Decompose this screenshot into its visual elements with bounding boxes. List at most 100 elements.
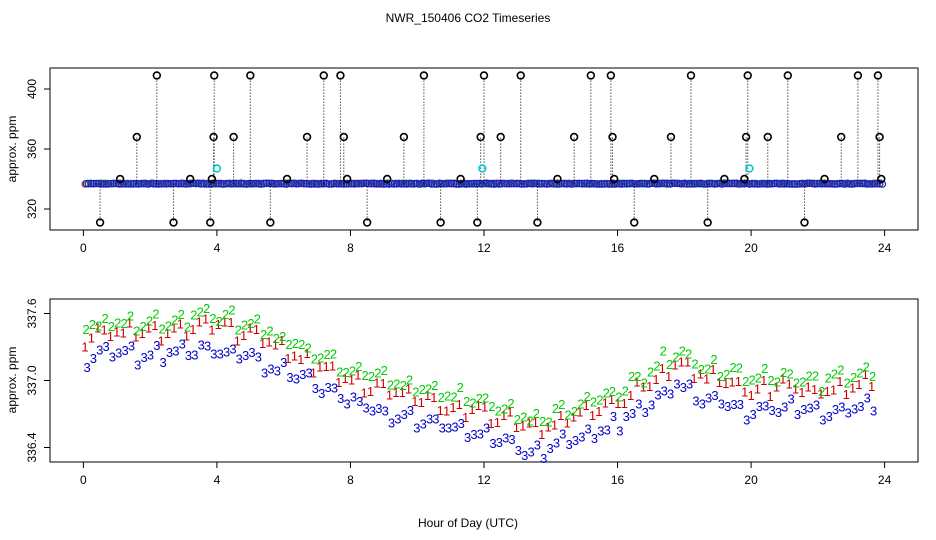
spike-point bbox=[820, 174, 829, 184]
baseline-point-blue bbox=[585, 180, 594, 188]
series-3-point: 3 bbox=[96, 343, 103, 358]
series-2-point: 2 bbox=[343, 365, 350, 380]
chart-title: NWR_150406 CO2 Timeseries bbox=[386, 11, 551, 25]
series-3-point: 3 bbox=[559, 426, 566, 441]
baseline-point-blue bbox=[345, 180, 353, 188]
series-1-point: 1 bbox=[253, 322, 260, 337]
series-1-point: 1 bbox=[525, 415, 532, 430]
series-3-point: 3 bbox=[591, 431, 598, 446]
baseline-point-blue bbox=[783, 179, 791, 188]
series-3-point: 3 bbox=[134, 357, 141, 372]
baseline-point-blue bbox=[447, 179, 456, 188]
series-3-point: 3 bbox=[553, 436, 560, 451]
series-2-point: 2 bbox=[184, 319, 191, 334]
series-1-point: 1 bbox=[760, 373, 767, 388]
series-2-point: 2 bbox=[698, 362, 705, 377]
baseline-point-blue bbox=[535, 180, 543, 188]
series-3-point: 3 bbox=[604, 422, 611, 437]
baseline-point-blue bbox=[365, 179, 373, 188]
series-2-point: 2 bbox=[526, 413, 533, 428]
series-1-point: 1 bbox=[506, 405, 513, 420]
series-1-point: 1 bbox=[665, 369, 672, 384]
series-1-point: 1 bbox=[437, 403, 444, 418]
baseline-point-blue bbox=[748, 180, 756, 188]
baseline-point-blue bbox=[132, 180, 140, 188]
series-3-point: 3 bbox=[496, 435, 503, 450]
series-2-point: 2 bbox=[311, 351, 318, 366]
series-2-point: 2 bbox=[596, 393, 603, 408]
series-3-point: 3 bbox=[515, 443, 522, 458]
baseline-point-blue bbox=[873, 180, 881, 188]
series-3-point: 3 bbox=[673, 376, 680, 391]
spike-point bbox=[783, 71, 792, 80]
series-1-point: 1 bbox=[564, 415, 571, 430]
series-3-point: 3 bbox=[147, 348, 154, 363]
y-tick-label-raw: 400 bbox=[25, 79, 39, 99]
spike-point bbox=[553, 174, 562, 184]
spike-point bbox=[703, 218, 712, 227]
baseline-point-blue bbox=[124, 180, 133, 188]
series-3-point: 3 bbox=[616, 424, 623, 439]
baseline-point-blue bbox=[169, 179, 178, 188]
series-3-point: 3 bbox=[851, 402, 858, 417]
baseline-point-blue bbox=[790, 180, 799, 188]
baseline-point-blue bbox=[863, 180, 871, 188]
series-1-point: 1 bbox=[532, 415, 539, 430]
series-3-point: 3 bbox=[661, 384, 668, 399]
reference-point bbox=[478, 164, 487, 173]
spike-point bbox=[720, 174, 729, 184]
baseline-point-blue bbox=[793, 180, 801, 188]
series-2-point: 2 bbox=[634, 369, 641, 384]
series-3-point: 3 bbox=[705, 390, 712, 405]
series-2-point: 2 bbox=[476, 391, 483, 406]
series-2-point: 2 bbox=[304, 340, 311, 355]
series-2-point: 2 bbox=[120, 316, 127, 331]
series-3-point: 3 bbox=[324, 380, 331, 395]
series-2-point: 2 bbox=[279, 329, 286, 344]
spike-point bbox=[606, 71, 616, 80]
baseline-point-blue bbox=[114, 180, 123, 188]
series-2-point: 2 bbox=[622, 383, 629, 398]
series-1-point: 1 bbox=[735, 374, 742, 389]
series-2-point: 2 bbox=[545, 414, 552, 429]
baseline-point-blue bbox=[437, 179, 446, 188]
series-1-point: 1 bbox=[151, 318, 158, 333]
series-1-point: 1 bbox=[690, 371, 697, 386]
series-1-point: 1 bbox=[697, 366, 704, 381]
series-1-point: 1 bbox=[754, 381, 761, 396]
series-3-point: 3 bbox=[344, 396, 351, 411]
baseline-point-blue bbox=[856, 179, 864, 188]
series-3-point: 3 bbox=[546, 441, 553, 456]
baseline-point-blue bbox=[595, 180, 604, 188]
series-1-point: 1 bbox=[81, 340, 88, 355]
series-1-point: 1 bbox=[291, 349, 298, 364]
series-1-point: 1 bbox=[544, 419, 551, 434]
baseline-point-blue bbox=[738, 179, 746, 188]
baseline-point-blue bbox=[310, 179, 318, 188]
spike-point bbox=[339, 132, 348, 142]
series-2-point: 2 bbox=[362, 368, 369, 383]
spike-point bbox=[473, 218, 482, 227]
series-3-point: 3 bbox=[566, 437, 573, 452]
series-3-point: 3 bbox=[775, 405, 782, 420]
y-tick-label-raw: 320 bbox=[25, 199, 39, 219]
baseline-point-blue bbox=[520, 180, 528, 188]
series-3-point: 3 bbox=[90, 351, 97, 366]
series-3-point: 3 bbox=[337, 391, 344, 406]
series-3-point: 3 bbox=[692, 394, 699, 409]
series-1-point: 1 bbox=[602, 395, 609, 410]
baseline-point-blue bbox=[673, 179, 681, 188]
series-3-point: 3 bbox=[781, 399, 788, 414]
baseline-point-blue bbox=[513, 179, 521, 188]
series-2-point: 2 bbox=[89, 317, 96, 332]
series-1-point: 1 bbox=[805, 380, 812, 395]
baseline-point-blue bbox=[455, 180, 463, 188]
baseline-point-blue bbox=[217, 179, 225, 188]
baseline-point-blue bbox=[277, 179, 286, 188]
baseline-point-blue bbox=[593, 180, 601, 188]
baseline-point-blue bbox=[750, 180, 759, 188]
reference-point bbox=[745, 164, 754, 173]
series-3-point: 3 bbox=[210, 346, 217, 361]
series-1-point: 1 bbox=[481, 400, 488, 415]
series-1-point: 1 bbox=[830, 382, 837, 397]
